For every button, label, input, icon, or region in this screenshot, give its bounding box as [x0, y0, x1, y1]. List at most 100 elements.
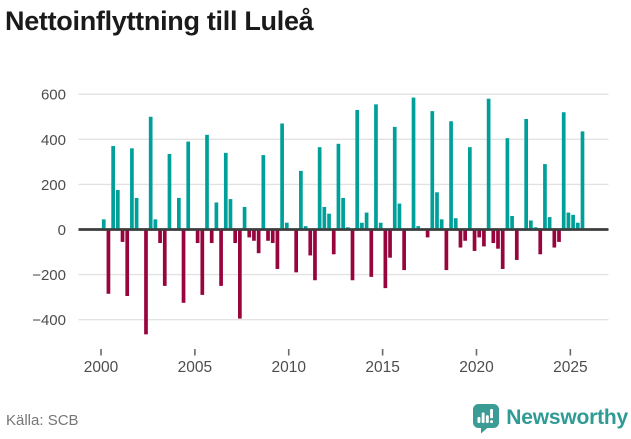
- x-axis-tick-label: 2010: [271, 359, 306, 376]
- y-axis-tick-label: 0: [58, 222, 66, 239]
- bar-2010-q2: [294, 229, 299, 273]
- bar-2000-q2: [106, 229, 111, 294]
- bar-2025-q2: [575, 222, 580, 230]
- bar-2009-q3: [280, 123, 284, 230]
- x-axis-tick-label: 2015: [365, 359, 399, 376]
- bar-2025-q1: [571, 214, 575, 230]
- bar-2004-q3: [186, 141, 191, 230]
- bar-2013-q4: [360, 222, 364, 230]
- bar-2007-q1: [233, 229, 238, 244]
- bar-2015-q2: [388, 229, 392, 258]
- bar-2011-q1: [308, 229, 313, 256]
- bar-2005-q3: [205, 134, 209, 230]
- bar-2008-q3: [261, 155, 266, 230]
- bar-2011-q3: [317, 147, 322, 230]
- bar-2012-q3: [336, 143, 341, 230]
- bar-2002-q3: [148, 116, 153, 230]
- y-axis-tick-label: 400: [41, 132, 66, 149]
- bar-2014-q2: [369, 229, 374, 277]
- bar-2012-q4: [341, 197, 345, 230]
- bar-2000-q3: [111, 146, 115, 230]
- bar-2024-q1: [552, 229, 557, 248]
- bar-2007-q2: [238, 229, 242, 319]
- bar-2022-q1: [514, 229, 519, 260]
- bar-2019-q3: [467, 147, 472, 230]
- bar-2005-q4: [209, 229, 214, 244]
- bar-2015-q3: [392, 126, 397, 230]
- bar-2006-q1: [214, 202, 219, 230]
- bar-2000-q4: [115, 190, 120, 230]
- bar-2014-q3: [374, 104, 378, 230]
- bar-2012-q1: [327, 213, 331, 230]
- bar-2004-q2: [181, 229, 186, 303]
- x-axis-tick-label: 2000: [84, 359, 119, 376]
- bar-2000-q1: [101, 219, 106, 230]
- bar-2009-q2: [275, 229, 280, 269]
- x-axis-tick-label: 2005: [178, 359, 212, 376]
- bar-2003-q3: [167, 153, 172, 230]
- bar-2024-q3: [561, 112, 566, 230]
- bar-2017-q3: [430, 111, 435, 230]
- bar-2018-q3: [449, 121, 453, 230]
- bar-2008-q2: [256, 229, 261, 254]
- bar-2018-q1: [439, 219, 444, 230]
- bar-2011-q4: [322, 206, 327, 230]
- bar-2020-q2: [482, 229, 486, 247]
- bar-2018-q2: [444, 229, 449, 271]
- bar-2023-q2: [538, 229, 543, 255]
- y-axis-tick-label: 200: [41, 177, 66, 194]
- bar-2005-q1: [195, 229, 200, 244]
- newsworthy-chart-bubble-icon: [473, 403, 500, 433]
- bar-2008-q1: [252, 229, 256, 241]
- bar-2006-q2: [219, 229, 223, 286]
- bar-2010-q4: [303, 226, 308, 230]
- bar-2022-q3: [524, 119, 529, 230]
- bar-2024-q4: [566, 212, 571, 230]
- bar-2013-q2: [350, 229, 355, 281]
- bar-2022-q4: [529, 220, 533, 230]
- bar-2014-q1: [364, 212, 369, 230]
- bar-2001-q1: [120, 229, 125, 242]
- newsworthy-logo-text: Newsworthy: [506, 406, 628, 429]
- bar-2001-q4: [134, 197, 139, 230]
- newsworthy-logo: Newsworthy: [472, 401, 628, 435]
- bar-2008-q4: [266, 229, 270, 241]
- bar-2003-q1: [158, 229, 162, 244]
- bar-2006-q4: [228, 199, 233, 230]
- bar-2012-q2: [331, 229, 336, 255]
- bar-2019-q1: [458, 229, 463, 248]
- bar-2007-q3: [242, 206, 247, 230]
- x-axis-tick-label: 2020: [459, 359, 494, 376]
- y-axis-tick-label: −200: [32, 267, 66, 284]
- bar-2021-q3: [505, 138, 510, 230]
- bar-2003-q2: [162, 229, 167, 286]
- bar-2010-q3: [299, 170, 303, 230]
- y-axis-tick-label: −400: [32, 312, 66, 329]
- bar-2009-q1: [270, 229, 275, 244]
- bar-2021-q2: [500, 229, 505, 269]
- bar-2019-q2: [463, 229, 467, 241]
- bar-2021-q4: [510, 215, 514, 230]
- bar-2007-q4: [247, 229, 252, 238]
- bar-2018-q4: [453, 218, 458, 230]
- bar-2023-q3: [543, 164, 547, 230]
- bar-2015-q4: [397, 203, 402, 230]
- bar-2016-q1: [402, 229, 406, 271]
- bar-2016-q4: [416, 226, 421, 230]
- bar-2024-q2: [557, 229, 561, 242]
- y-axis-tick-label: 600: [41, 87, 66, 104]
- bar-2017-q4: [435, 192, 439, 230]
- bar-2002-q4: [153, 219, 158, 230]
- bar-2006-q3: [223, 152, 228, 230]
- bar-2009-q4: [284, 222, 289, 230]
- bar-2019-q4: [472, 229, 477, 251]
- bar-2023-q4: [547, 217, 552, 230]
- bar-2002-q2: [144, 229, 148, 335]
- bar-2020-q3: [486, 98, 491, 230]
- bar-2014-q4: [378, 222, 383, 230]
- x-axis-tick-label: 2025: [553, 359, 587, 376]
- bar-2004-q1: [177, 197, 181, 230]
- bar-2020-q1: [477, 229, 482, 238]
- bar-2016-q3: [411, 97, 416, 230]
